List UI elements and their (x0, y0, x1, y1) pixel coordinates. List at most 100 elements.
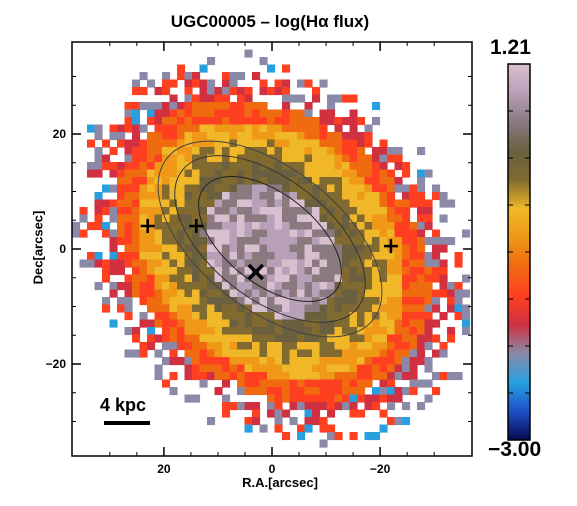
flux-pixel (139, 282, 148, 291)
flux-pixel (124, 109, 133, 118)
flux-pixel (177, 342, 186, 351)
flux-pixel (162, 72, 171, 81)
flux-pixel (372, 372, 381, 381)
flux-pixel (252, 192, 261, 201)
flux-pixel (379, 342, 388, 351)
flux-pixel (297, 177, 306, 186)
flux-pixel (147, 207, 156, 216)
flux-pixel (364, 319, 373, 328)
flux-pixel (162, 334, 171, 343)
flux-pixel (282, 409, 291, 418)
flux-pixel (72, 222, 81, 231)
flux-pixel (342, 274, 351, 283)
flux-pixel (244, 117, 253, 126)
flux-pixel (252, 199, 261, 208)
flux-pixel (169, 214, 178, 223)
flux-pixel (312, 207, 321, 216)
flux-pixel (282, 169, 291, 178)
flux-pixel (139, 312, 148, 321)
flux-pixel (364, 282, 373, 291)
flux-pixel (252, 154, 261, 163)
flux-pixel (364, 364, 373, 373)
flux-pixel (402, 237, 411, 246)
flux-pixel (304, 147, 313, 156)
flux-pixel (229, 327, 238, 336)
flux-pixel (124, 192, 133, 201)
flux-pixel (259, 79, 268, 88)
flux-pixel (177, 282, 186, 291)
flux-pixel (334, 222, 343, 231)
flux-pixel (184, 237, 193, 246)
flux-pixel (79, 229, 88, 238)
flux-pixel (417, 282, 426, 291)
flux-pixel (162, 214, 171, 223)
flux-pixel (192, 319, 201, 328)
flux-pixel (372, 184, 381, 193)
flux-pixel (229, 177, 238, 186)
flux-pixel (154, 274, 163, 283)
flux-pixel (162, 124, 171, 133)
flux-pixel (289, 402, 298, 411)
flux-pixel (222, 237, 231, 246)
flux-pixel (364, 139, 373, 148)
flux-pixel (169, 102, 178, 111)
flux-pixel (372, 274, 381, 283)
flux-pixel (349, 387, 358, 396)
flux-pixel (177, 259, 186, 268)
flux-pixel (147, 102, 156, 111)
flux-pixel (94, 154, 103, 163)
flux-pixel (192, 139, 201, 148)
flux-pixel (237, 387, 246, 396)
flux-pixel (109, 132, 118, 141)
flux-pixel (117, 282, 126, 291)
flux-pixel (147, 327, 156, 336)
flux-pixel (394, 259, 403, 268)
flux-pixel (379, 372, 388, 381)
flux-pixel (222, 94, 231, 103)
flux-pixel (319, 349, 328, 358)
flux-pixel (349, 139, 358, 148)
flux-pixel (237, 372, 246, 381)
flux-pixel (312, 274, 321, 283)
flux-pixel (259, 102, 268, 111)
flux-pixel (357, 132, 366, 141)
flux-pixel (357, 139, 366, 148)
flux-pixel (462, 304, 471, 313)
flux-pixel (282, 139, 291, 148)
flux-pixel (259, 252, 268, 261)
flux-pixel (379, 327, 388, 336)
flux-pixel (207, 79, 216, 88)
flux-pixel (169, 327, 178, 336)
flux-pixel (387, 304, 396, 313)
flux-pixel (402, 162, 411, 171)
flux-pixel (267, 282, 276, 291)
flux-pixel (454, 304, 463, 313)
flux-pixel (282, 162, 291, 171)
flux-pixel (432, 229, 441, 238)
flux-pixel (184, 154, 193, 163)
flux-pixel (327, 169, 336, 178)
flux-pixel (244, 199, 253, 208)
flux-pixel (304, 184, 313, 193)
flux-pixel (312, 177, 321, 186)
flux-pixel (349, 297, 358, 306)
flux-pixel (349, 222, 358, 231)
flux-pixel (222, 342, 231, 351)
flux-pixel (222, 372, 231, 381)
flux-pixel (162, 274, 171, 283)
flux-pixel (154, 147, 163, 156)
flux-pixel (282, 259, 291, 268)
flux-pixel (349, 364, 358, 373)
flux-pixel (147, 177, 156, 186)
flux-pixel (259, 372, 268, 381)
flux-pixel (297, 289, 306, 298)
flux-pixel (252, 229, 261, 238)
flux-pixel (424, 207, 433, 216)
flux-pixel (117, 192, 126, 201)
flux-pixel (282, 432, 291, 441)
flux-pixel (162, 304, 171, 313)
flux-pixel (357, 304, 366, 313)
flux-pixel (327, 132, 336, 141)
flux-pixel (207, 282, 216, 291)
flux-pixel (177, 154, 186, 163)
